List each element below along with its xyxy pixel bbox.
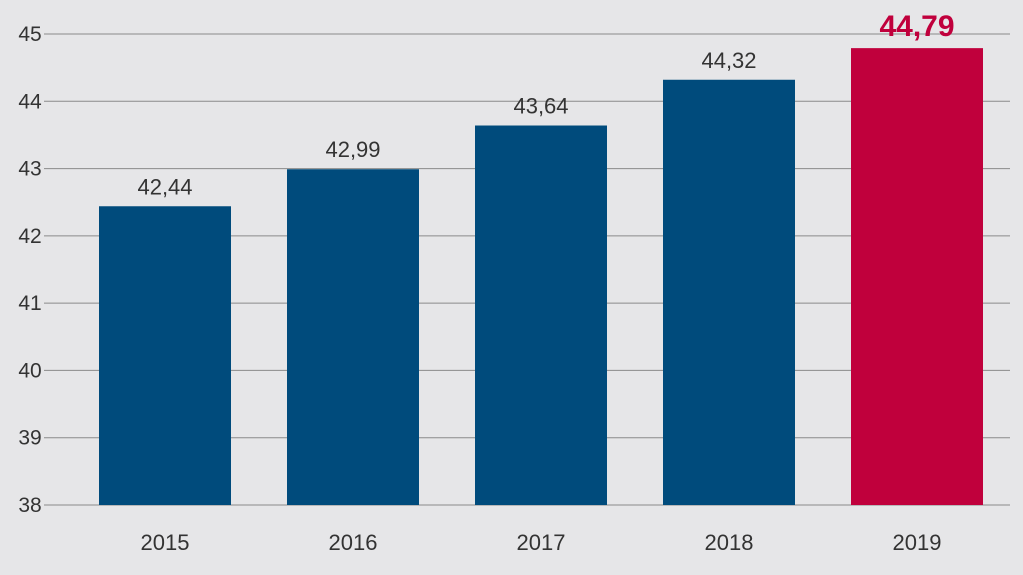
y-tick-label: 40 [18,359,41,382]
y-tick-label: 41 [18,292,41,315]
x-tick-label: 2018 [705,530,754,555]
x-tick-label: 2015 [141,530,190,555]
bar-2018 [663,79,795,506]
bar-2019 [851,48,983,505]
data-label-2018: 44,32 [701,48,756,73]
x-tick-label: 2016 [329,530,378,555]
data-label-2019: 44,79 [879,10,954,43]
bar-2016 [287,169,419,505]
data-labels: 42,44 42,99 43,64 44,32 44,79 [137,10,954,199]
bar-2015 [99,206,231,505]
y-tick-label: 44 [18,90,42,113]
data-label-2016: 42,99 [325,137,380,162]
x-tick-label: 2017 [517,530,566,555]
y-tick-label: 42 [18,225,41,248]
y-axis: 38 39 40 41 42 43 44 45 [18,23,42,517]
y-tick-label: 45 [18,23,41,46]
y-tick-label: 43 [18,158,41,181]
y-tick-label: 38 [18,494,41,517]
data-label-2015: 42,44 [137,174,192,199]
y-tick-label: 39 [18,427,41,450]
data-label-2017: 43,64 [513,94,568,119]
bar-2017 [475,125,607,505]
x-tick-label: 2019 [893,530,942,555]
x-axis: 2015 2016 2017 2018 2019 [141,530,942,555]
bars [99,48,983,506]
